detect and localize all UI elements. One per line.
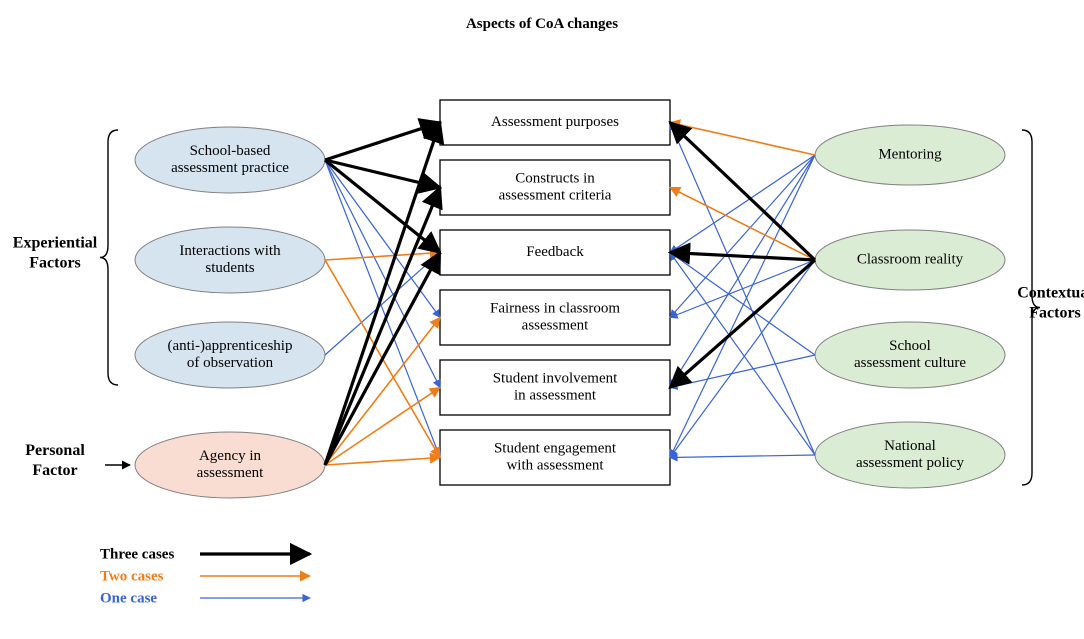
svg-text:Fairness in classroom: Fairness in classroom bbox=[490, 300, 620, 316]
edge-crea-ccri bbox=[670, 188, 815, 261]
edge-aia-fbk bbox=[325, 253, 440, 466]
legend-label-two: Two cases bbox=[100, 568, 164, 584]
svg-text:assessment practice: assessment practice bbox=[171, 160, 289, 176]
svg-text:Mentoring: Mentoring bbox=[878, 146, 942, 162]
legend-label-one: One case bbox=[100, 590, 157, 606]
svg-text:Assessment purposes: Assessment purposes bbox=[491, 114, 619, 130]
svg-text:assessment criteria: assessment criteria bbox=[499, 187, 612, 203]
svg-text:Interactions with: Interactions with bbox=[179, 243, 281, 259]
edge-scul-fbk bbox=[670, 253, 815, 356]
edge-crea-apur bbox=[670, 123, 815, 261]
svg-text:Experiential: Experiential bbox=[13, 235, 98, 252]
svg-text:National: National bbox=[884, 438, 936, 454]
edge-npol-seng bbox=[670, 455, 815, 458]
svg-text:(anti-)apprenticeship: (anti-)apprenticeship bbox=[168, 338, 293, 354]
svg-text:Student engagement: Student engagement bbox=[494, 440, 617, 456]
diagram-canvas: Aspects of CoA changesSchool-basedassess… bbox=[0, 0, 1084, 639]
svg-text:assessment policy: assessment policy bbox=[856, 455, 964, 471]
svg-text:Factors: Factors bbox=[29, 255, 81, 272]
brace-left bbox=[100, 130, 118, 385]
svg-text:School: School bbox=[889, 338, 931, 354]
edge-ment-fair bbox=[670, 155, 815, 318]
diagram-title: Aspects of CoA changes bbox=[466, 16, 618, 32]
svg-text:Factor: Factor bbox=[32, 462, 77, 479]
svg-text:Personal: Personal bbox=[25, 442, 85, 459]
legend-label-three: Three cases bbox=[100, 546, 174, 562]
svg-text:Agency in: Agency in bbox=[199, 448, 262, 464]
svg-text:Student involvement: Student involvement bbox=[493, 370, 618, 386]
edge-sbap-sinv bbox=[325, 160, 440, 388]
svg-text:Contextual: Contextual bbox=[1017, 285, 1084, 302]
edge-aia-ccri bbox=[325, 188, 440, 466]
svg-text:Constructs in: Constructs in bbox=[515, 170, 595, 186]
svg-text:Feedback: Feedback bbox=[526, 244, 584, 260]
edge-ment-apur bbox=[670, 123, 815, 156]
edge-aia-seng bbox=[325, 458, 440, 466]
svg-text:Classroom reality: Classroom reality bbox=[857, 251, 964, 267]
svg-text:in assessment: in assessment bbox=[514, 387, 597, 403]
svg-text:with assessment: with assessment bbox=[506, 457, 604, 473]
svg-text:assessment: assessment bbox=[197, 465, 264, 481]
edge-scul-sinv bbox=[670, 355, 815, 388]
edge-ment-seng bbox=[670, 155, 815, 458]
edge-sbap-apur bbox=[325, 123, 440, 161]
edge-crea-fbk bbox=[670, 253, 815, 261]
svg-text:assessment culture: assessment culture bbox=[854, 355, 966, 371]
edge-crea-sinv bbox=[670, 260, 815, 388]
svg-text:of observation: of observation bbox=[187, 355, 274, 371]
svg-text:students: students bbox=[205, 260, 254, 276]
svg-text:Factors: Factors bbox=[1029, 305, 1081, 322]
svg-text:assessment: assessment bbox=[522, 317, 589, 333]
svg-text:School-based: School-based bbox=[190, 143, 271, 159]
edge-iws-fbk bbox=[325, 253, 440, 261]
